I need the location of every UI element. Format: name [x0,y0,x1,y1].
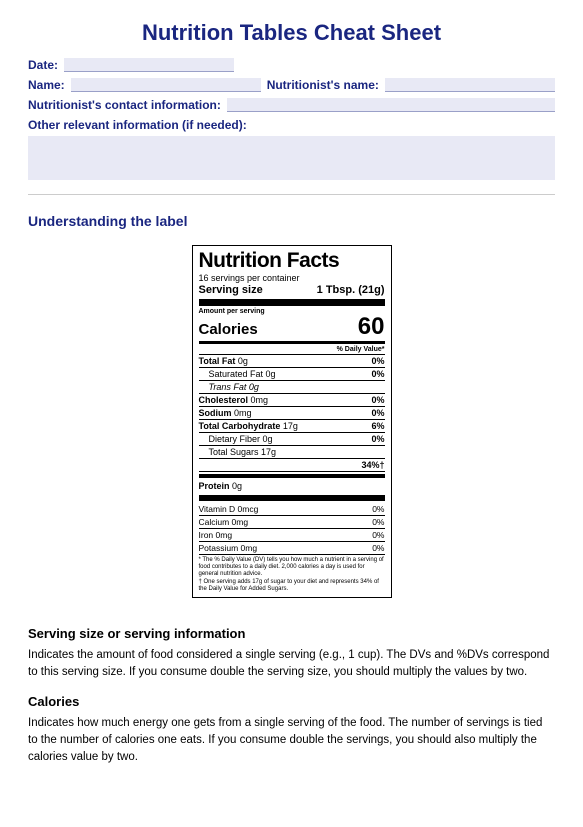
nl-protein-name: Protein [199,481,230,491]
nutritionist-input[interactable] [385,78,555,92]
nl-footnote: * The % Daily Value (DV) tells you how m… [199,554,385,593]
nl-vitamin-row: Potassium 0mg0% [199,542,385,554]
serving-text: Indicates the amount of food considered … [28,647,555,680]
nl-amount-per-serving: Amount per serving [199,308,385,315]
nl-row: Total Carbohydrate 17g6% [199,420,385,433]
nl-row: Sodium 0mg0% [199,407,385,420]
name-input[interactable] [71,78,261,92]
nl-nutrient-rows: Total Fat 0g0%Saturated Fat 0g0%Trans Fa… [199,355,385,472]
nutritionist-label: Nutritionist's name: [267,78,379,92]
nl-row: Dietary Fiber 0g0% [199,433,385,446]
nutrition-label-container: Nutrition Facts 16 servings per containe… [28,245,555,598]
name-label: Name: [28,78,65,92]
nl-serving-size-label: Serving size [199,284,263,296]
nl-serving-size: Serving size 1 Tbsp. (21g) [199,284,385,296]
divider [28,194,555,195]
nl-footnote-1: * The % Daily Value (DV) tells you how m… [199,557,385,579]
nl-title: Nutrition Facts [199,250,385,271]
understanding-heading: Understanding the label [28,213,555,229]
date-label: Date: [28,58,58,72]
nl-row: Total Sugars 17g [199,446,385,459]
nl-midbar [199,474,385,478]
nl-row: Saturated Fat 0g0% [199,368,385,381]
contact-label: Nutritionist's contact information: [28,98,221,112]
nl-vitamin-row: Iron 0mg0% [199,529,385,542]
nl-serving-size-value: 1 Tbsp. (21g) [317,284,385,296]
nl-bar [199,299,385,306]
nl-footnote-2: † One serving adds 17g of sugar to your … [199,579,385,593]
nl-protein-amount: 0g [232,481,242,491]
contact-row: Nutritionist's contact information: [28,98,555,112]
nl-calories-value: 60 [358,315,385,339]
date-input[interactable] [64,58,234,72]
nl-vitamin-rows: Vitamin D 0mcg0%Calcium 0mg0%Iron 0mg0%P… [199,503,385,554]
nl-servings: 16 servings per container [199,273,385,283]
calories-text: Indicates how much energy one gets from … [28,715,555,765]
other-label: Other relevant information (if needed): [28,118,555,132]
date-row: Date: [28,58,555,72]
nl-calories-row: Calories 60 [199,315,385,344]
nl-row: Cholesterol 0mg0% [199,394,385,407]
serving-heading: Serving size or serving information [28,626,555,641]
nl-calories-label: Calories [199,321,258,338]
nl-row: 34%† [199,459,385,472]
nutrition-facts-label: Nutrition Facts 16 servings per containe… [192,245,392,598]
nl-protein-row: Protein 0g [199,480,385,492]
contact-input[interactable] [227,98,555,112]
other-input[interactable] [28,136,555,180]
name-row: Name: Nutritionist's name: [28,78,555,92]
nl-row: Total Fat 0g0% [199,355,385,368]
nl-dv-header: % Daily Value* [199,344,385,355]
nl-vitamin-row: Calcium 0mg0% [199,516,385,529]
nl-row: Trans Fat 0g [199,381,385,394]
nl-bar [199,495,385,501]
nl-vitamin-row: Vitamin D 0mcg0% [199,503,385,516]
page-title: Nutrition Tables Cheat Sheet [28,20,555,46]
calories-heading: Calories [28,694,555,709]
